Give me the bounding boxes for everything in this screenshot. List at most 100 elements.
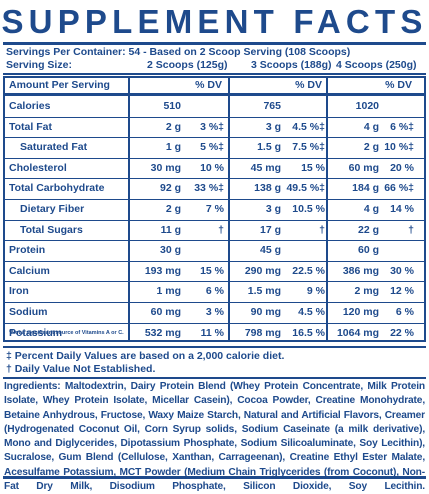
row-value: 510 bbox=[163, 100, 181, 112]
row-dv: 11 % bbox=[200, 326, 224, 339]
row-value: 30 g bbox=[159, 244, 181, 257]
row-divider bbox=[5, 137, 424, 139]
serving-size-label: Serving Size: bbox=[6, 59, 72, 71]
footnote-dv-not-established: † Daily Value Not Established. bbox=[6, 363, 156, 375]
row-value: 92 g bbox=[159, 182, 181, 195]
row-value: 4 g bbox=[363, 120, 379, 133]
column-divider-3 bbox=[326, 78, 328, 342]
row-value: 798 mg bbox=[244, 326, 281, 339]
row-dv: 4.5 % bbox=[298, 306, 325, 318]
dv-header-col2: % DV bbox=[295, 79, 322, 91]
ingredients-rule bbox=[3, 377, 426, 379]
row-value: 2 g bbox=[165, 120, 181, 133]
row-value: 193 mg bbox=[144, 264, 181, 277]
title-rule bbox=[3, 42, 426, 45]
row-dv: 66 %‡ bbox=[384, 182, 414, 195]
row-value: 2 g bbox=[363, 141, 379, 154]
row-dv: † bbox=[408, 223, 414, 236]
row-dv: 6 %‡ bbox=[390, 120, 414, 133]
dv-header-col3: % DV bbox=[385, 79, 412, 91]
column-divider-2 bbox=[228, 78, 230, 342]
row-value: 2 g bbox=[165, 203, 181, 215]
row-divider bbox=[5, 302, 424, 303]
row-divider bbox=[5, 322, 424, 324]
row-dv: 3 % bbox=[205, 306, 224, 318]
row-label-calories: Calories bbox=[9, 100, 51, 112]
row-dv: 22.5 % bbox=[292, 264, 325, 277]
row-value: 60 g bbox=[357, 244, 379, 257]
row-label-cholesterol: Cholesterol bbox=[9, 161, 67, 174]
row-value: 386 mg bbox=[342, 264, 379, 277]
row-divider bbox=[5, 116, 424, 118]
row-dv: 15 % bbox=[301, 161, 325, 174]
row-dv: 20 % bbox=[390, 161, 414, 174]
row-value: 90 mg bbox=[250, 306, 281, 318]
row-label-total-sugars: Total Sugars bbox=[20, 223, 83, 236]
column-divider-1 bbox=[128, 78, 130, 342]
row-dv: 30 % bbox=[390, 264, 414, 277]
table-bottom-rule bbox=[3, 346, 426, 348]
row-divider bbox=[5, 240, 424, 242]
row-label-iron: Iron bbox=[9, 285, 29, 298]
serving-rule bbox=[3, 73, 426, 75]
row-dv: 15 % bbox=[200, 264, 224, 277]
row-divider bbox=[5, 199, 424, 200]
header-rule bbox=[3, 93, 426, 96]
row-value: 4 g bbox=[363, 203, 379, 215]
panel-title: SUPPLEMENT FACTS bbox=[1, 3, 428, 40]
row-value: 45 g bbox=[259, 244, 281, 257]
row-value: 45 mg bbox=[250, 161, 281, 174]
row-dv: † bbox=[218, 223, 224, 236]
row-value: 532 mg bbox=[144, 326, 181, 339]
row-label-sodium: Sodium bbox=[9, 306, 48, 318]
row-value: 765 bbox=[263, 100, 281, 112]
row-divider bbox=[5, 281, 424, 283]
row-value: 138 g bbox=[254, 182, 281, 195]
row-dv: 22 % bbox=[390, 326, 414, 339]
row-value: 17 g bbox=[259, 223, 281, 236]
row-value: 22 g bbox=[357, 223, 379, 236]
row-label-total-carbohydrate: Total Carbohydrate bbox=[9, 182, 105, 195]
row-dv: 5 %‡ bbox=[200, 141, 224, 154]
nutrient-table bbox=[3, 76, 426, 342]
row-value: 60 mg bbox=[150, 306, 181, 318]
row-value: 30 mg bbox=[150, 161, 181, 174]
row-dv: 10 % bbox=[200, 161, 224, 174]
row-divider bbox=[5, 178, 424, 180]
serving-size-3-scoops: 3 Scoops (188g) bbox=[251, 59, 332, 71]
row-dv: † bbox=[319, 223, 325, 236]
row-dv: 33 %‡ bbox=[194, 182, 224, 195]
row-label-saturated-fat: Saturated Fat bbox=[20, 141, 88, 154]
row-value: 1020 bbox=[355, 100, 379, 112]
servings-per-container: Servings Per Container: 54 - Based on 2 … bbox=[6, 46, 351, 58]
row-value: 11 g bbox=[160, 223, 181, 236]
row-label-dietary-fiber: Dietary Fiber bbox=[20, 203, 85, 215]
row-dv: 4.5 %‡ bbox=[292, 120, 325, 133]
dv-header-col1: % DV bbox=[195, 79, 222, 91]
row-value: 290 mg bbox=[244, 264, 281, 277]
row-dv: 9 % bbox=[306, 285, 325, 298]
row-value: 1.5 mg bbox=[247, 285, 281, 298]
row-label-calcium: Calcium bbox=[9, 264, 50, 277]
row-dv: 7.5 %‡ bbox=[292, 141, 325, 154]
row-dv: 49.5 %‡ bbox=[286, 182, 325, 195]
vitamin-note: *Not a significant source of Vitamins A … bbox=[9, 330, 124, 336]
row-dv: 16.5 % bbox=[292, 326, 325, 339]
row-dv: 3 %‡ bbox=[200, 120, 224, 133]
row-dv: 6 % bbox=[205, 285, 224, 298]
row-value: 1.5 g bbox=[257, 141, 281, 154]
row-dv: 6 % bbox=[395, 306, 414, 318]
row-dv: 12 % bbox=[390, 285, 414, 298]
amount-per-serving-header: Amount Per Serving bbox=[9, 79, 110, 91]
row-dv: 10.5 % bbox=[292, 203, 325, 215]
row-divider bbox=[5, 260, 424, 262]
row-dv: 7 % bbox=[205, 203, 224, 215]
row-label-total-fat: Total Fat bbox=[9, 120, 52, 133]
row-label-protein: Protein bbox=[9, 244, 46, 257]
serving-size-2-scoops: 2 Scoops (125g) bbox=[147, 59, 228, 71]
row-dv: 10 %‡ bbox=[384, 141, 414, 154]
row-value: 3 g bbox=[265, 120, 281, 133]
row-value: 1 g bbox=[165, 141, 181, 154]
bottom-rule bbox=[3, 476, 426, 479]
row-divider bbox=[5, 219, 424, 221]
